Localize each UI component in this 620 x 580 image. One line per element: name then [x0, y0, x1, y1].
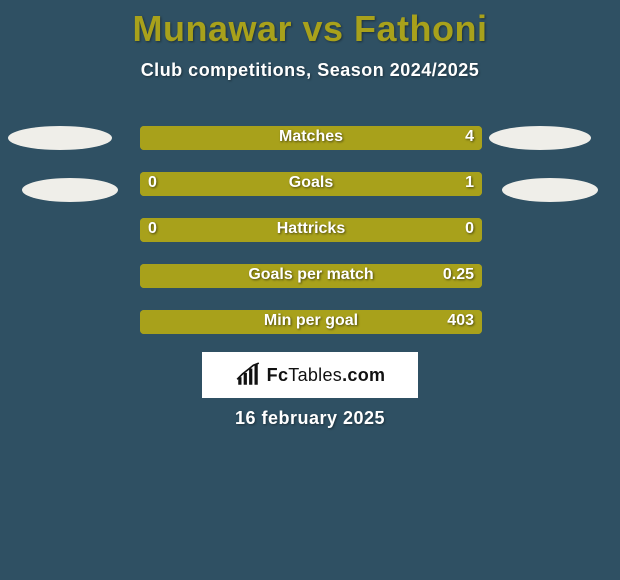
left-team-ellipse	[8, 126, 112, 150]
logo-brand2: Tables	[288, 365, 342, 385]
stat-row: Goals per match0.25	[140, 264, 482, 288]
stat-row: Goals01	[140, 172, 482, 196]
stat-row: Matches4	[140, 126, 482, 150]
stat-bar-right	[140, 126, 482, 150]
logo-text: FcTables.com	[267, 365, 386, 386]
chart-icon	[235, 362, 261, 388]
stat-value-right: 0	[465, 220, 474, 238]
date-text: 16 february 2025	[0, 408, 620, 429]
stat-bar-right	[202, 172, 482, 196]
stat-bar-right	[140, 310, 482, 334]
stat-value-right: 1	[465, 174, 474, 192]
subtitle: Club competitions, Season 2024/2025	[0, 60, 620, 81]
stat-row: Hattricks00	[140, 218, 482, 242]
stat-value-left: 0	[148, 220, 157, 238]
stat-value-left: 0	[148, 174, 157, 192]
page-title: Munawar vs Fathoni	[0, 8, 620, 50]
logo-box: FcTables.com	[202, 352, 418, 398]
logo-brand1: Fc	[267, 365, 289, 385]
stat-value-right: 4	[465, 128, 474, 146]
stat-bar-left	[140, 218, 311, 242]
stat-value-right: 0.25	[443, 266, 474, 284]
comparison-canvas: Munawar vs Fathoni Club competitions, Se…	[0, 0, 620, 580]
stat-value-right: 403	[447, 312, 474, 330]
stat-bar-right	[140, 264, 482, 288]
stat-row: Min per goal403	[140, 310, 482, 334]
left-team-ellipse	[22, 178, 118, 202]
right-team-ellipse	[489, 126, 591, 150]
right-team-ellipse	[502, 178, 598, 202]
logo-suffix: .com	[342, 365, 385, 385]
stat-bar-right	[311, 218, 482, 242]
